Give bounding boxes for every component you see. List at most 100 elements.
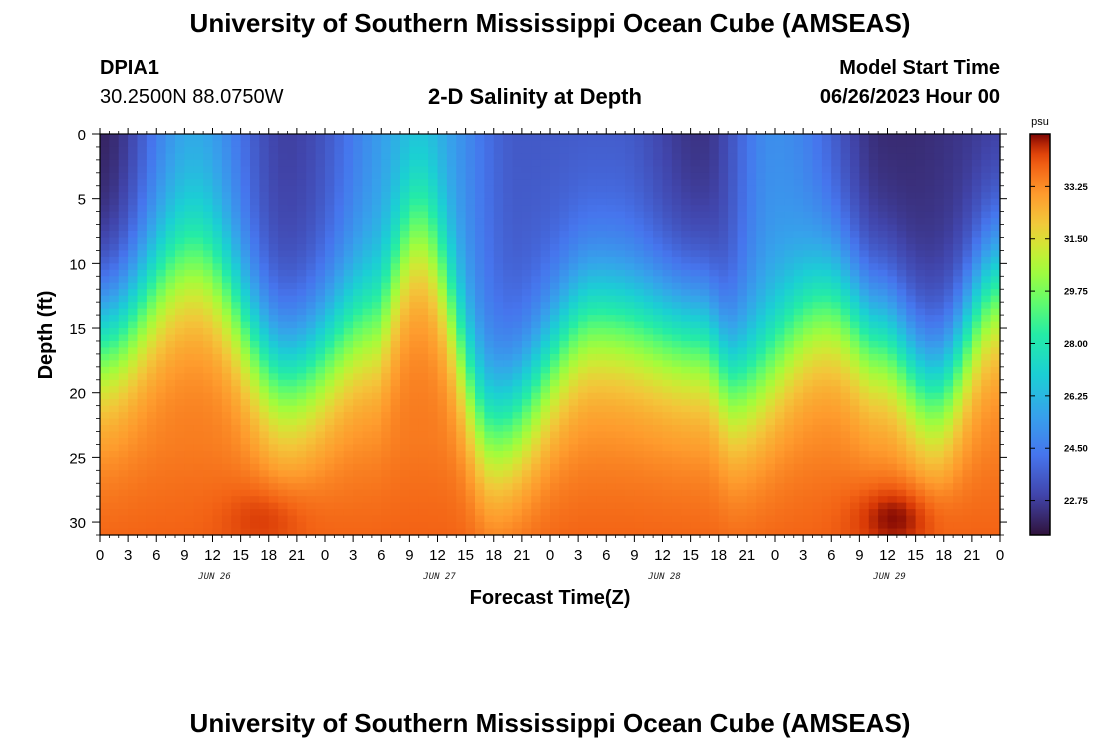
heatmap-cell [812, 211, 823, 219]
heatmap-cell [221, 379, 232, 387]
heatmap-cell [728, 243, 739, 252]
heatmap-cell [221, 347, 232, 355]
heatmap-cell [606, 522, 617, 530]
heatmap-cell [821, 315, 832, 323]
heatmap-cell [240, 302, 251, 310]
heatmap-cell [128, 366, 139, 374]
heatmap-cell [531, 153, 542, 161]
heatmap-cell [831, 386, 842, 394]
heatmap-cell [400, 211, 410, 219]
heatmap-cell [784, 172, 795, 180]
heatmap-cell [259, 321, 270, 329]
heatmap-cell [709, 366, 720, 374]
heatmap-cell [475, 179, 485, 187]
heatmap-cell [212, 205, 223, 213]
heatmap-cell [531, 483, 542, 491]
heatmap-cell [418, 321, 429, 329]
heatmap-cell [259, 431, 270, 439]
heatmap-cell [709, 373, 720, 381]
heatmap-cell [803, 185, 814, 193]
heatmap-cell [784, 399, 795, 407]
heatmap-cell [240, 211, 251, 219]
heatmap-cell [784, 166, 795, 174]
heatmap-cell [165, 515, 176, 523]
heatmap-cell [100, 509, 110, 517]
heatmap-cell [718, 509, 729, 517]
heatmap-cell [493, 366, 504, 374]
heatmap-cell [175, 437, 185, 446]
heatmap-cell [184, 509, 195, 517]
heatmap-cell [362, 218, 373, 226]
heatmap-cell [109, 140, 120, 148]
heatmap-cell [784, 392, 795, 400]
heatmap-cell [793, 489, 804, 497]
heatmap-cell [137, 431, 148, 439]
heatmap-cell [221, 256, 232, 264]
heatmap-cell [653, 437, 664, 446]
heatmap-cell [109, 489, 120, 497]
heatmap-cell [756, 340, 767, 349]
heatmap-cell [240, 515, 251, 523]
heatmap-cell [390, 386, 401, 394]
heatmap-cell [268, 218, 279, 226]
heatmap-cell [587, 302, 598, 310]
heatmap-cell [268, 425, 279, 433]
heatmap-cell [418, 463, 429, 471]
heatmap-cell [193, 509, 204, 517]
heatmap-cell [737, 231, 748, 239]
heatmap-cell [512, 328, 523, 336]
heatmap-cell [390, 185, 401, 193]
heatmap-cell [418, 373, 429, 381]
heatmap-cell [343, 476, 354, 484]
heatmap-cell [390, 470, 401, 478]
heatmap-cell [456, 418, 467, 426]
heatmap-cell [456, 250, 467, 258]
heatmap-cell [840, 522, 851, 530]
heatmap-cell [400, 140, 410, 148]
heatmap-cell [737, 198, 748, 206]
heatmap-cell [775, 250, 785, 258]
heatmap-cell [850, 321, 860, 329]
heatmap-cell [559, 489, 570, 497]
heatmap-cell [803, 373, 814, 381]
heatmap-cell [700, 282, 710, 290]
heatmap-cell [146, 450, 157, 458]
heatmap-cell [362, 476, 373, 484]
heatmap-cell [250, 185, 260, 193]
heatmap-cell [268, 347, 279, 355]
heatmap-cell [737, 457, 748, 465]
heatmap-cell [259, 269, 270, 277]
heatmap-cell [465, 192, 476, 200]
heatmap-cell [390, 437, 401, 446]
heatmap-cell [728, 425, 739, 433]
heatmap-cell [625, 509, 635, 517]
heatmap-cell [456, 289, 467, 297]
heatmap-cell [400, 224, 410, 232]
heatmap-cell [625, 360, 635, 368]
heatmap-cell [100, 269, 110, 277]
heatmap-cell [100, 308, 110, 316]
heatmap-cell [634, 140, 645, 148]
heatmap-cell [100, 392, 110, 400]
heatmap-cell [737, 302, 748, 310]
heatmap-cell [690, 315, 701, 323]
heatmap-cell [643, 489, 654, 497]
heatmap-cell [193, 250, 204, 258]
heatmap-cell [343, 172, 354, 180]
heatmap-cell [746, 166, 757, 174]
heatmap-cell [428, 502, 439, 510]
heatmap-cell [840, 347, 851, 355]
heatmap-cell [268, 243, 279, 252]
heatmap-cell [653, 328, 664, 336]
heatmap-cell [625, 211, 635, 219]
heatmap-cell [531, 172, 542, 180]
heatmap-cell [840, 198, 851, 206]
heatmap-cell [278, 522, 289, 530]
heatmap-cell [653, 159, 664, 167]
heatmap-cell [690, 146, 701, 155]
heatmap-cell [568, 172, 579, 180]
heatmap-cell [390, 172, 401, 180]
heatmap-cell [231, 528, 242, 536]
heatmap-cell [765, 528, 776, 536]
heatmap-cell [100, 470, 110, 478]
